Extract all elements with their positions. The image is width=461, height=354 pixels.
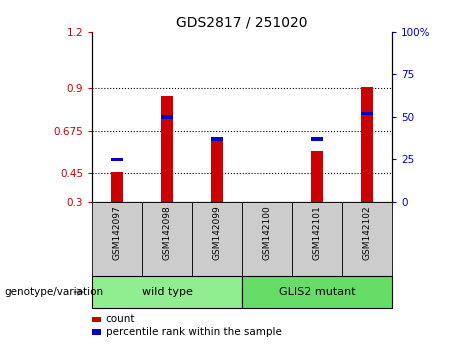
Text: GSM142102: GSM142102 [362,205,372,260]
Bar [192,202,242,276]
Text: GSM142099: GSM142099 [213,205,222,260]
Bar [292,202,342,276]
Bar [361,87,373,202]
Bar [342,202,392,276]
Bar [92,317,101,322]
Bar [161,96,173,202]
Bar [361,112,373,115]
Bar [211,137,223,141]
Text: GSM142100: GSM142100 [262,205,272,260]
Bar [92,276,242,308]
Bar [311,151,323,202]
Bar [92,329,101,335]
Text: genotype/variation: genotype/variation [5,287,104,297]
Text: wild type: wild type [142,287,193,297]
Text: GSM142101: GSM142101 [313,205,321,260]
Text: GSM142098: GSM142098 [163,205,171,260]
Text: GSM142097: GSM142097 [112,205,122,260]
Bar [311,137,323,141]
Text: percentile rank within the sample: percentile rank within the sample [106,327,282,337]
Text: count: count [106,314,136,325]
Bar [92,202,142,276]
Title: GDS2817 / 251020: GDS2817 / 251020 [176,15,308,29]
Bar [242,202,292,276]
Bar [242,276,392,308]
Bar [111,172,124,202]
Text: GLIS2 mutant: GLIS2 mutant [278,287,355,297]
Bar [142,202,192,276]
Bar [161,115,173,119]
Bar [111,158,124,161]
Bar [211,139,223,202]
